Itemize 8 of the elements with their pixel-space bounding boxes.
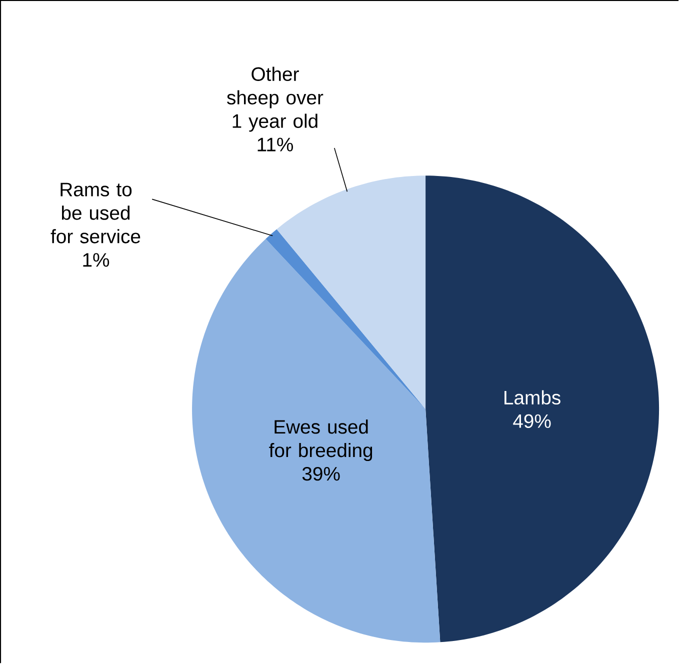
- slice-label: Lambs: [504, 390, 560, 405]
- slice-label: Rams to be used for service: [50, 183, 140, 244]
- data-label: 1%: [83, 253, 110, 267]
- data-label: 49%: [513, 414, 551, 428]
- slice-label: Other sheep over 1 year old: [227, 66, 324, 132]
- data-label: 39%: [302, 467, 340, 481]
- data-label: 11%: [258, 138, 293, 152]
- slice-label: Ewes used for breeding: [269, 420, 372, 462]
